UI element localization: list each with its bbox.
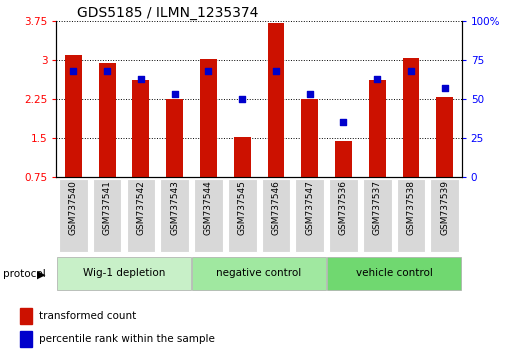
- Text: negative control: negative control: [216, 268, 302, 278]
- Point: [170, 92, 179, 97]
- FancyBboxPatch shape: [127, 178, 155, 252]
- Point: [306, 92, 314, 97]
- FancyBboxPatch shape: [57, 257, 191, 290]
- FancyBboxPatch shape: [295, 178, 324, 252]
- FancyBboxPatch shape: [192, 257, 326, 290]
- Bar: [98, 63, 115, 177]
- Bar: [267, 23, 284, 177]
- Bar: [403, 58, 420, 177]
- FancyBboxPatch shape: [93, 178, 122, 252]
- Point: [137, 76, 145, 82]
- Text: GSM737541: GSM737541: [103, 180, 112, 235]
- Text: Wig-1 depletion: Wig-1 depletion: [83, 268, 165, 278]
- FancyBboxPatch shape: [327, 257, 461, 290]
- Bar: [132, 80, 149, 177]
- Bar: [369, 80, 386, 177]
- FancyBboxPatch shape: [329, 178, 358, 252]
- Bar: [437, 97, 453, 177]
- Bar: [200, 59, 217, 177]
- FancyBboxPatch shape: [262, 178, 290, 252]
- Bar: [65, 55, 82, 177]
- Bar: [335, 141, 352, 177]
- FancyBboxPatch shape: [430, 178, 459, 252]
- Text: GSM737547: GSM737547: [305, 180, 314, 235]
- Point: [204, 68, 212, 74]
- Text: GSM737546: GSM737546: [271, 180, 281, 235]
- Text: GSM737538: GSM737538: [406, 180, 416, 235]
- Point: [69, 68, 77, 74]
- Point: [373, 76, 381, 82]
- Bar: [234, 137, 251, 177]
- Text: GSM737539: GSM737539: [440, 180, 449, 235]
- Text: ▶: ▶: [37, 269, 46, 279]
- Point: [441, 85, 449, 91]
- Text: GSM737545: GSM737545: [238, 180, 247, 235]
- Text: GSM737542: GSM737542: [136, 180, 145, 235]
- Text: GSM737540: GSM737540: [69, 180, 78, 235]
- Point: [340, 120, 348, 125]
- Text: protocol: protocol: [3, 269, 45, 279]
- FancyBboxPatch shape: [363, 178, 391, 252]
- Point: [407, 68, 415, 74]
- FancyBboxPatch shape: [397, 178, 425, 252]
- Bar: [21, 331, 32, 347]
- Point: [272, 68, 280, 74]
- Bar: [301, 99, 318, 177]
- Text: percentile rank within the sample: percentile rank within the sample: [39, 334, 214, 344]
- FancyBboxPatch shape: [160, 178, 189, 252]
- FancyBboxPatch shape: [59, 178, 88, 252]
- Text: GSM737544: GSM737544: [204, 180, 213, 235]
- Text: transformed count: transformed count: [39, 311, 136, 321]
- Bar: [166, 99, 183, 177]
- Text: GSM737543: GSM737543: [170, 180, 179, 235]
- FancyBboxPatch shape: [194, 178, 223, 252]
- Point: [238, 96, 246, 102]
- Point: [103, 68, 111, 74]
- Text: vehicle control: vehicle control: [356, 268, 432, 278]
- Text: GSM737536: GSM737536: [339, 180, 348, 235]
- Text: GSM737537: GSM737537: [373, 180, 382, 235]
- Text: GDS5185 / ILMN_1235374: GDS5185 / ILMN_1235374: [76, 6, 258, 20]
- FancyBboxPatch shape: [228, 178, 256, 252]
- Bar: [21, 308, 32, 324]
